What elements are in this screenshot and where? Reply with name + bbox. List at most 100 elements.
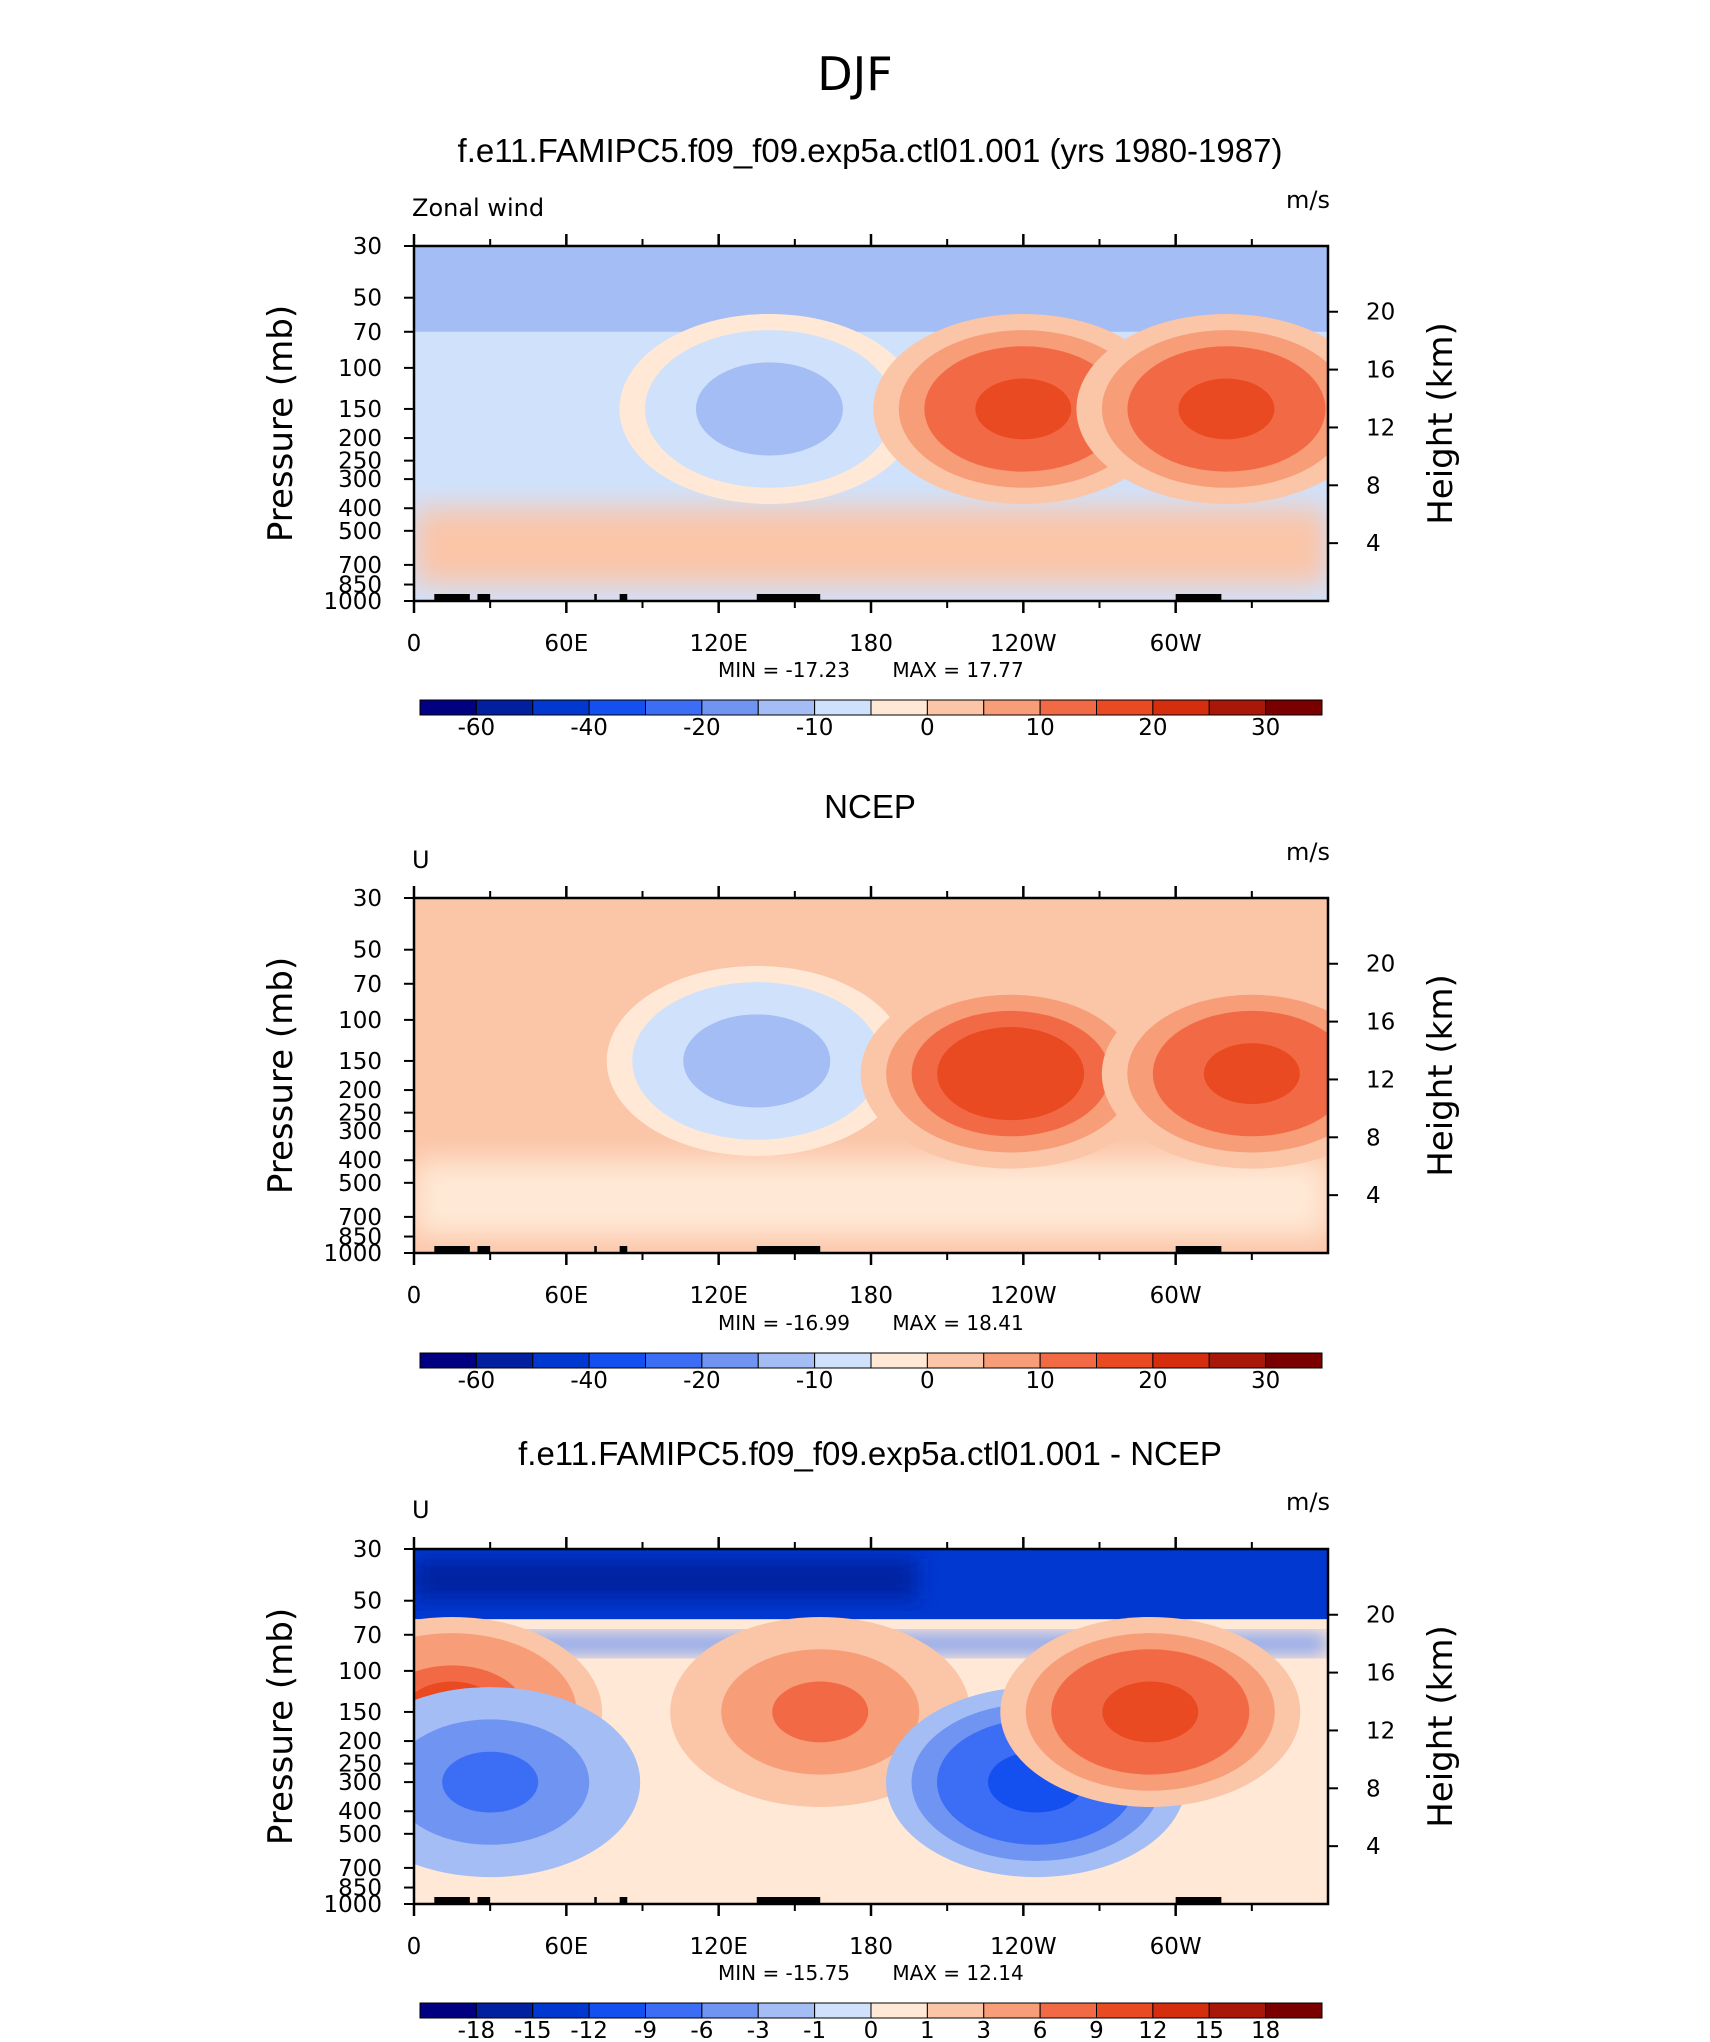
height-tick-label: 4 [1366,531,1381,557]
colorbar-swatch [1096,2002,1154,2019]
colorbar-label: 12 [1138,2018,1167,2038]
colorbar-label: -18 [458,2018,496,2038]
colorbar-swatch [532,1352,590,1369]
topography-block [756,594,821,601]
x-tick-label: 60W [1150,631,1202,657]
colorbar-swatch [983,1352,1041,1369]
contour-level-2 [975,378,1072,440]
colorbar-label: -3 [747,2018,770,2038]
y-axis-right-label: Height (km) [1421,1625,1461,1828]
colorbar-label: -6 [690,2018,713,2038]
topography-block [594,1246,597,1253]
x-tick-label: 180 [849,1283,893,1309]
colorbar-label: 6 [1033,2018,1048,2038]
colorbar-swatch [1208,2002,1267,2019]
topography-block [756,1897,821,1904]
topography-block [1175,1897,1222,1904]
min-text: MIN = -15.75 [718,1961,850,1985]
y-tick-label: 850 [338,1876,382,1902]
x-tick-label: 120W [990,631,1057,657]
topography-block [619,1897,628,1904]
colorbar-swatch [1208,699,1267,716]
colorbar-label: 30 [1251,715,1280,741]
colorbar-swatch [475,1352,534,1369]
colorbar-label: 15 [1195,2018,1224,2038]
topography-block [477,1246,491,1253]
y-tick-label: 250 [338,1101,382,1127]
colorbar-swatch [870,1352,928,1369]
contour-level-2 [962,1043,1059,1105]
y-tick-label: 500 [338,519,382,545]
colorbar-swatch [1152,2002,1210,2019]
y-tick-label: 250 [338,449,382,475]
colorbar-label: -1 [803,2018,826,2038]
contour-field [414,898,1328,1253]
y-tick-label: 250 [338,1752,382,1778]
y-tick-label: 200 [338,1729,382,1755]
colorbar-swatch [701,699,759,716]
colorbar-label: 18 [1251,2018,1280,2038]
colorbar-swatch [1152,1352,1210,1369]
colorbar-swatch [645,2002,703,2019]
colorbar-swatch [1096,1352,1154,1369]
y-tick-label: 700 [338,1856,382,1882]
contour-level-3 [1203,1043,1300,1105]
colorbar-swatch [870,699,928,716]
topography-block [434,594,470,601]
x-tick-label: 60E [544,631,588,657]
y-tick-label: 150 [338,1700,382,1726]
colorbar-label: 20 [1138,1368,1167,1394]
colorbar-label: 20 [1138,715,1167,741]
y-tick-label: 150 [338,1049,382,1075]
x-tick-label: 120W [990,1283,1057,1309]
colorbar-swatch [532,699,590,716]
contour-field [414,246,1328,601]
y-tick-label: 100 [338,356,382,382]
colorbar-swatch [1208,1352,1267,1369]
colorbar-label: 3 [976,2018,991,2038]
topography [434,594,1222,601]
colorbar: -18 -15 -12 -9 -6 -3 -1 0 1 3 6 9 12 15 18 [419,2002,1323,2042]
y-tick-label: 200 [338,1078,382,1104]
topography-block [434,1897,470,1904]
y-tick-label: 100 [338,1008,382,1034]
topography-block [594,594,597,601]
contour-level-4 [1102,1681,1199,1743]
topography-block [756,1246,821,1253]
colorbar-swatch [475,2002,534,2019]
colorbar-label: 10 [1025,1368,1054,1394]
colorbar-swatch [701,2002,759,2019]
topography [434,1246,1222,1253]
colorbar-swatch [1152,699,1210,716]
y-tick-label: 300 [338,1770,382,1796]
contour-level-3 [1178,378,1275,440]
colorbar-swatch [926,699,985,716]
contour-field [414,1549,1328,1904]
colorbar-swatch [419,1352,477,1369]
y-tick-label: 1000 [323,1892,382,1918]
colorbar-label: -60 [458,1368,496,1394]
height-tick-label: 16 [1366,358,1395,384]
height-tick-label: 20 [1366,300,1395,326]
colorbar-swatch [1096,699,1154,716]
lower-band [414,508,1328,585]
y-tick-label: 70 [353,972,382,998]
colorbar-swatch [701,1352,759,1369]
y-tick-label: 400 [338,1799,382,1825]
topography-block [434,1246,470,1253]
colorbar-swatch [588,2002,646,2019]
panel-title: NCEP [824,788,916,825]
colorbar-label: -12 [570,2018,608,2038]
contour-level-1 [721,378,818,440]
topography-block [594,1897,597,1904]
colorbar-swatch [926,2002,985,2019]
x-tick-label: 120E [689,1283,747,1309]
x-tick-label: 60E [544,1283,588,1309]
y-axis-label: Pressure (mb) [261,305,301,542]
colorbar-swatch [475,699,534,716]
y-tick-label: 850 [338,1225,382,1251]
colorbar-swatch [419,2002,477,2019]
y-tick-label: 50 [353,1589,382,1615]
panel-title: f.e11.FAMIPC5.f09_f09.exp5a.ctl01.001 - … [518,1435,1222,1472]
